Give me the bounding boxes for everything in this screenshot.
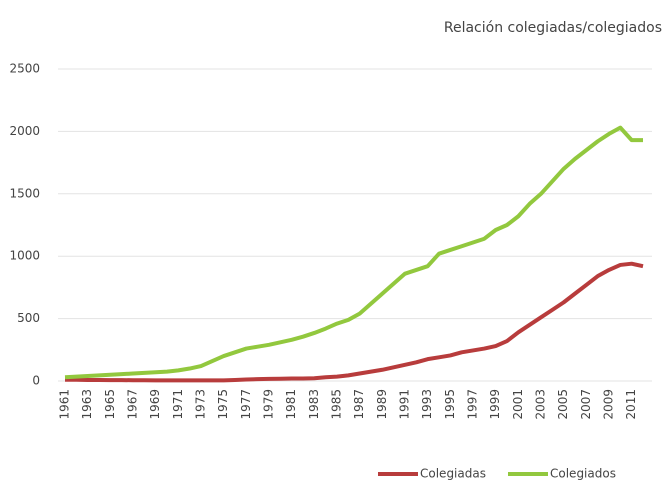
x-tick-label: 1987 (352, 389, 366, 420)
x-tick-label: 1993 (420, 389, 434, 420)
x-tick-label: 2001 (511, 389, 525, 420)
x-tick-label: 2005 (556, 389, 570, 420)
x-tick-label: 1997 (466, 389, 480, 420)
x-tick-label: 1985 (330, 389, 344, 420)
y-tick-label: 1500 (9, 186, 40, 200)
y-tick-label: 0 (32, 374, 40, 388)
x-tick-label: 1973 (194, 389, 208, 420)
x-tick-label: 1999 (488, 389, 502, 420)
y-tick-label: 500 (17, 311, 40, 325)
series-line (65, 261, 644, 383)
y-tick-label: 1000 (9, 249, 40, 263)
x-tick-label: 2007 (579, 389, 593, 420)
legend-label: Colegiados (550, 467, 616, 481)
x-tick-label: 1975 (216, 389, 230, 420)
chart-title: Relación colegiadas/colegiados (444, 20, 662, 36)
x-tick-label: 1965 (103, 389, 117, 420)
x-tick-label: 1977 (239, 389, 253, 420)
x-tick-label: 1961 (58, 389, 72, 420)
y-tick-label: 2000 (9, 124, 40, 138)
x-tick-label: 1971 (171, 389, 185, 420)
x-tick-label: 1967 (126, 389, 140, 420)
x-tick-label: 1989 (375, 389, 389, 420)
x-tick-label: 1995 (443, 389, 457, 420)
x-tick-label: 1963 (80, 389, 94, 420)
x-tick-label: 1983 (307, 389, 321, 420)
series-line (64, 125, 643, 380)
x-tick-label: 1969 (148, 389, 162, 420)
legend-label: Colegiadas (420, 467, 486, 481)
x-tick-label: 2011 (624, 389, 638, 420)
y-tick-label: 2500 (9, 62, 40, 76)
x-tick-label: 1979 (262, 389, 276, 420)
x-tick-label: 1991 (398, 389, 412, 420)
x-tick-label: 2003 (534, 389, 548, 420)
x-tick-label: 2009 (602, 389, 616, 420)
x-tick-label: 1981 (284, 389, 298, 420)
